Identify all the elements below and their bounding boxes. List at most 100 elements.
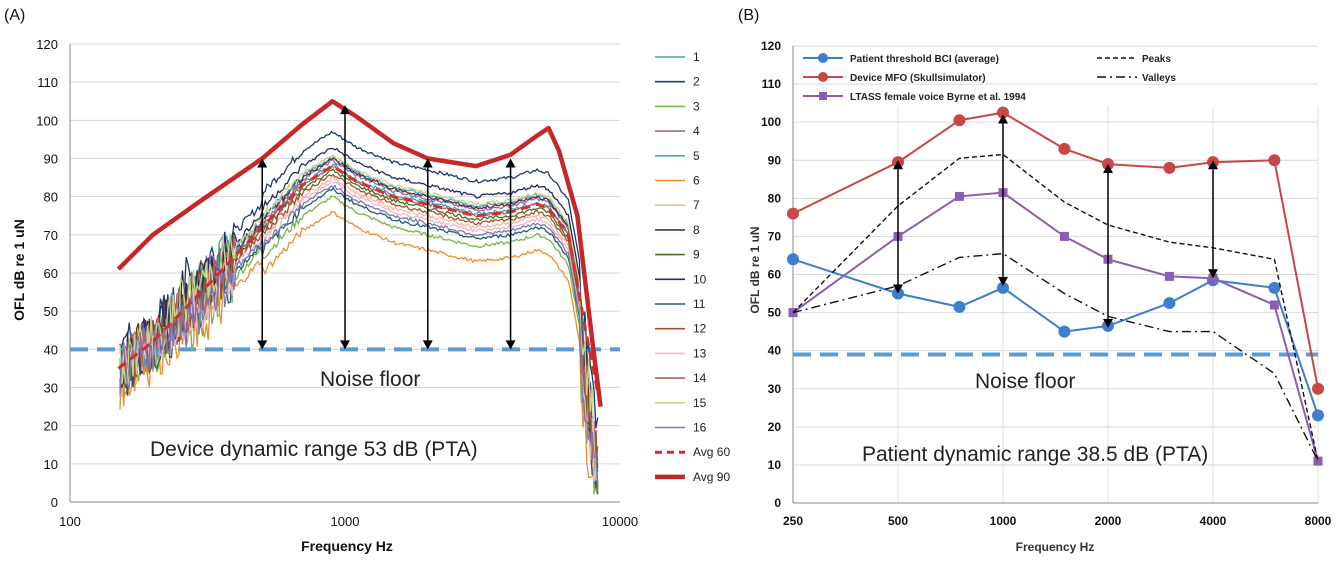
panel-a-series-14-line xyxy=(119,165,599,466)
panel-a-y-tick-label: 90 xyxy=(44,152,58,167)
panel-b-point xyxy=(1268,154,1281,167)
panel-b-point xyxy=(1313,456,1323,466)
panel-b-y-tick-label: 110 xyxy=(762,77,782,91)
panel-b-arrow-head-up xyxy=(1208,160,1218,170)
panel-b-y-axis-label: OFL dB re 1 uN xyxy=(748,226,762,313)
panel-a-x-axis-label: Frequency Hz xyxy=(301,538,393,554)
panel-a-legend-label: 2 xyxy=(693,75,700,89)
panel-b-series-device-mfo-skullsimulator-line xyxy=(792,111,1319,389)
panel-b-y-tick-label: 40 xyxy=(768,344,782,358)
panel-a-arrow-head-up xyxy=(505,158,516,168)
panel-b-point xyxy=(1312,382,1324,395)
panel-b-series-peaks-line xyxy=(792,153,1319,462)
panel-a-arrow-head-down xyxy=(340,340,350,350)
panel-a-legend-label: 8 xyxy=(693,223,700,237)
panel-a-y-tick-label: 40 xyxy=(44,342,58,357)
panel-b-point xyxy=(953,300,966,313)
panel-a-y-tick-label: 100 xyxy=(36,113,58,128)
panel-b-point xyxy=(997,106,1009,119)
panel-b-point xyxy=(1164,271,1174,281)
panel-b-x-tick-label: 4000 xyxy=(1200,514,1227,528)
panel-b-point xyxy=(1058,142,1071,155)
panel-a-legend-label: 5 xyxy=(693,149,700,163)
panel-b-dynamic-range-label: Patient dynamic range 38.5 dB (PTA) xyxy=(862,443,1208,466)
panel-a-y-tick-label: 50 xyxy=(44,304,58,319)
panel-a-arrow-head-up xyxy=(422,158,433,168)
panel-b-y-ticks: 0 10 20 30 40 50 60 70 80 90 100 110 120 xyxy=(761,39,781,510)
panel-b-legend-label: LTASS female voice Byrne et al. 1994 xyxy=(850,92,1026,103)
panel-a-y-tick-label: 80 xyxy=(44,190,58,205)
panel-a-y-axis-label: OFL dB re 1 uN xyxy=(11,219,27,321)
panel-a-series-avg-90-line xyxy=(116,99,603,407)
panel-b-x-ticks: 250 500 1000 2000 4000 8000 xyxy=(783,514,1332,528)
panel-b-x-tick-label: 1000 xyxy=(990,514,1017,528)
panel-a-legend-label: 4 xyxy=(693,124,700,138)
panel-b: (B) 0 10 20 30 40 50 60 70 80 90 100 110 120 250 500 1… xyxy=(738,7,1332,554)
panel-a-legend-label: 6 xyxy=(693,174,700,188)
panel-b-x-tick-label: 8000 xyxy=(1305,514,1332,528)
panel-b-legend-label: Device MFO (Skullsimulator) xyxy=(850,73,986,84)
panel-a-x-tick-label: 10000 xyxy=(602,514,638,529)
panel-a-arrow-head-up xyxy=(340,105,350,115)
panel-a-series-15-line xyxy=(119,155,599,481)
panel-b-legend-marker xyxy=(818,72,828,82)
panel-a-legend-label: Avg 90 xyxy=(693,470,730,484)
panel-b-y-tick-label: 30 xyxy=(768,382,782,396)
panel-b-y-tick-label: 0 xyxy=(774,496,781,510)
panel-a-series-8-line xyxy=(119,157,599,487)
panel-a-legend-label: 15 xyxy=(693,396,707,410)
panel-b-noise-floor-label: Noise floor xyxy=(975,370,1075,393)
panel-b-label: (B) xyxy=(738,7,759,24)
panel-b-point xyxy=(787,207,799,220)
panel-a-legend-label: 13 xyxy=(693,346,707,360)
panel-b-y-tick-label: 80 xyxy=(768,191,782,205)
panel-b-arrow-head-down xyxy=(1208,269,1218,279)
panel-b-series-patient-threshold-bci-average-line xyxy=(792,258,1319,416)
panel-b-legend-marker xyxy=(819,92,827,100)
panel-b-y-tick-label: 70 xyxy=(768,229,782,243)
panel-a-legend-label: Avg 60 xyxy=(693,445,730,459)
panel-a-legend-label: 12 xyxy=(693,322,707,336)
panel-b-legend-label: Peaks xyxy=(1142,54,1171,65)
panel-b-arrow-head-up xyxy=(1103,164,1113,174)
panel-a-y-tick-label: 110 xyxy=(37,75,58,90)
panel-a-legend-label: 7 xyxy=(693,198,700,212)
panel-b-arrow-head-down xyxy=(893,284,903,294)
panel-a-arrow-head-down xyxy=(257,340,268,350)
panel-a-y-tick-label: 10 xyxy=(44,457,58,472)
panel-b-point xyxy=(787,253,799,266)
panel-b-series-ltass-female-voice-byrne-et-al-1994-line xyxy=(792,191,1319,462)
panel-b-y-tick-label: 60 xyxy=(768,268,782,282)
panel-a-y-tick-label: 20 xyxy=(44,419,58,434)
panel-b-x-tick-label: 500 xyxy=(888,514,908,528)
panel-a-legend-label: 11 xyxy=(693,297,706,311)
panel-b-y-tick-label: 20 xyxy=(768,420,782,434)
panel-a-y-ticks: 0 10 20 30 40 50 60 70 80 90 100 110 120 xyxy=(36,37,58,510)
panel-a-arrow-head-up xyxy=(257,158,268,168)
panel-b-point xyxy=(1269,300,1279,310)
panel-a-legend-label: 3 xyxy=(693,99,700,113)
panel-b-legend-marker xyxy=(818,53,828,63)
panel-a-legend-label: 14 xyxy=(693,371,707,385)
panel-b-point xyxy=(1058,325,1071,338)
panel-b-x-tick-label: 2000 xyxy=(1095,514,1122,528)
panel-a-noise-floor-label: Noise floor xyxy=(320,368,420,391)
panel-a-legend-label: 1 xyxy=(693,50,700,64)
panel-a-label: (A) xyxy=(4,7,25,24)
panel-b-arrow-head-down xyxy=(1103,318,1113,328)
panel-b-x-axis-label: Frequency Hz xyxy=(1016,540,1095,554)
panel-a-y-tick-label: 0 xyxy=(51,495,58,510)
panel-a-y-tick-label: 30 xyxy=(44,381,58,396)
panel-a-series-5-line xyxy=(119,155,599,462)
panel-a-series-16-line xyxy=(119,184,599,489)
panel-a-x-tick-label: 1000 xyxy=(331,514,360,529)
panel-a-series xyxy=(70,99,620,495)
panel-b-arrow-head-up xyxy=(998,114,1008,124)
panel-a-y-tick-label: 70 xyxy=(44,228,58,243)
panel-b-point xyxy=(1163,297,1176,310)
panel-b-point xyxy=(953,114,966,127)
panel-a-x-tick-label: 100 xyxy=(59,514,81,529)
panel-a-series-avg-60-line xyxy=(117,164,603,407)
panel-b-point xyxy=(1059,231,1069,241)
panel-b-series-valleys-line xyxy=(792,252,1319,462)
